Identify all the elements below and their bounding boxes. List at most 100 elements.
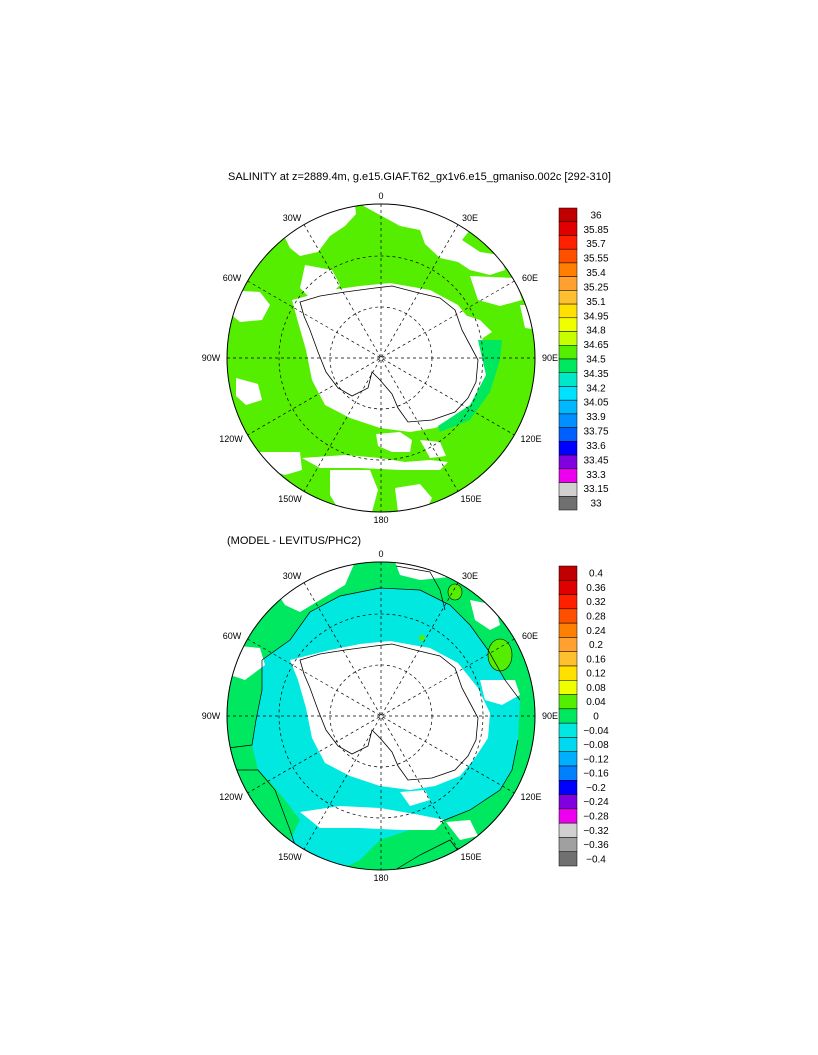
colorbar-label: 35.25 — [583, 282, 608, 293]
colorbar-swatch — [558, 680, 578, 695]
top-lon-label: 90W — [202, 353, 221, 363]
colorbar-swatch — [558, 637, 578, 652]
colorbar-label: −0.28 — [583, 812, 609, 823]
colorbar-label: 33.45 — [583, 455, 608, 466]
colorbar-swatch — [558, 468, 578, 483]
colorbar-swatch — [558, 207, 578, 222]
bottom-colorbar: 0.4 0.36 0.32 0.28 0.24 0.2 0.16 0.12 0.08 0.04 0 −… — [558, 565, 609, 867]
bottom-antarctica-coastline — [299, 643, 479, 781]
colorbar-swatch — [558, 386, 578, 401]
colorbar-label: 36 — [590, 210, 602, 221]
colorbar-label: 34.5 — [586, 355, 606, 366]
colorbar-label: 0.04 — [586, 697, 606, 708]
colorbar-swatch — [558, 580, 578, 595]
colorbar-label: 35.1 — [586, 297, 606, 308]
colorbar-label: 35.4 — [586, 268, 606, 279]
bottom-lon-label: 60W — [223, 631, 242, 641]
bottom-map-title: (MODEL - LEVITUS/PHC2) — [227, 535, 362, 547]
colorbar-label: 0.36 — [586, 583, 606, 594]
bottom-lon-label: 120W — [219, 792, 243, 802]
colorbar-swatch — [558, 608, 578, 624]
colorbar-swatch — [558, 358, 578, 373]
colorbar-swatch — [558, 651, 578, 667]
top-lon-label: 60E — [522, 273, 538, 283]
colorbar-label: 0.2 — [589, 640, 603, 651]
colorbar-label: −0.4 — [586, 854, 606, 865]
colorbar-swatch — [558, 290, 578, 305]
top-graticule — [227, 204, 535, 512]
colorbar-label: 33.3 — [586, 470, 606, 481]
colorbar-label: 33 — [590, 499, 602, 510]
top-antarctica-coastline — [299, 285, 479, 423]
colorbar-label: 33.75 — [583, 427, 608, 438]
colorbar-swatch — [558, 262, 578, 277]
colorbar-label: 0.4 — [589, 569, 603, 580]
colorbar-label: 34.35 — [583, 369, 608, 380]
colorbar-swatch — [558, 317, 578, 332]
bottom-lon-label: 150W — [278, 852, 302, 862]
colorbar-label: 0.08 — [586, 683, 606, 694]
colorbar-swatch — [558, 331, 578, 346]
colorbar-swatch — [558, 822, 578, 838]
colorbar-label: 0.12 — [586, 669, 606, 680]
top-longitude-labels: 0 30E 60E 90E 120E 150E 180 150W 120W 90… — [202, 191, 558, 525]
colorbar-swatch — [558, 622, 578, 638]
colorbar-swatch — [558, 737, 578, 752]
colorbar-label: 35.7 — [586, 239, 606, 250]
colorbar-swatch — [558, 794, 578, 810]
bottom-lon-label: 30E — [462, 571, 478, 581]
colorbar-swatch — [558, 372, 578, 387]
colorbar-label: 34.05 — [583, 398, 608, 409]
bottom-lon-label: 90E — [542, 711, 558, 721]
colorbar-swatch — [558, 248, 578, 264]
bottom-graticule — [227, 562, 535, 870]
colorbar-label: 33.9 — [586, 412, 606, 423]
top-lon-label: 120E — [520, 434, 541, 444]
top-polar-map: 0 30E 60E 90E 120E 150E 180 150W 120W 90… — [202, 191, 558, 525]
colorbar-swatch — [558, 496, 578, 511]
colorbar-label: 34.8 — [586, 326, 606, 337]
top-lon-label: 180 — [373, 515, 388, 525]
bottom-lon-label: 180 — [373, 873, 388, 883]
colorbar-label: −0.36 — [583, 840, 609, 851]
colorbar-label: 34.65 — [583, 340, 608, 351]
top-lon-label: 120W — [219, 434, 243, 444]
colorbar-swatch — [558, 345, 578, 360]
colorbar-label: 0.16 — [586, 654, 606, 665]
colorbar-swatch — [558, 708, 578, 724]
top-map-title: SALINITY at z=2889.4m, g.e15.GIAF.T62_gx… — [228, 171, 611, 183]
colorbar-swatch — [558, 454, 578, 470]
colorbar-swatch — [558, 399, 578, 415]
top-map-border — [226, 203, 536, 513]
colorbar-swatch — [558, 413, 578, 428]
top-lon-label: 60W — [223, 273, 242, 283]
colorbar-swatch — [558, 837, 578, 852]
top-lon-label: 30W — [283, 213, 302, 223]
colorbar-swatch — [558, 235, 578, 250]
bottom-lon-label: 150E — [460, 852, 481, 862]
bottom-map-border — [226, 561, 536, 871]
bottom-longitude-labels: 0 30E 60E 90E 120E 150E 180 150W 120W 90… — [202, 549, 558, 883]
colorbar-label: 33.15 — [583, 484, 608, 495]
bottom-lon-label: 60E — [522, 631, 538, 641]
colorbar-swatch — [558, 665, 578, 681]
colorbar-label: −0.04 — [583, 726, 609, 737]
top-lon-label: 150E — [460, 494, 481, 504]
colorbar-swatch — [558, 221, 578, 236]
colorbar-swatch — [558, 276, 578, 291]
colorbar-swatch — [558, 765, 578, 781]
colorbar-label: 34.95 — [583, 311, 608, 322]
bottom-lon-label: 90W — [202, 711, 221, 721]
colorbar-swatch — [558, 851, 578, 867]
colorbar-swatch — [558, 565, 578, 581]
colorbar-swatch — [558, 808, 578, 824]
colorbar-label: 34.2 — [586, 383, 606, 394]
bottom-lon-label: 30W — [283, 571, 302, 581]
top-lon-label: 30E — [462, 213, 478, 223]
colorbar-swatch — [558, 427, 578, 442]
colorbar-label: 33.6 — [586, 441, 606, 452]
colorbar-swatch — [558, 694, 578, 710]
colorbar-label: 35.85 — [583, 225, 608, 236]
top-lon-label: 90E — [542, 353, 558, 363]
